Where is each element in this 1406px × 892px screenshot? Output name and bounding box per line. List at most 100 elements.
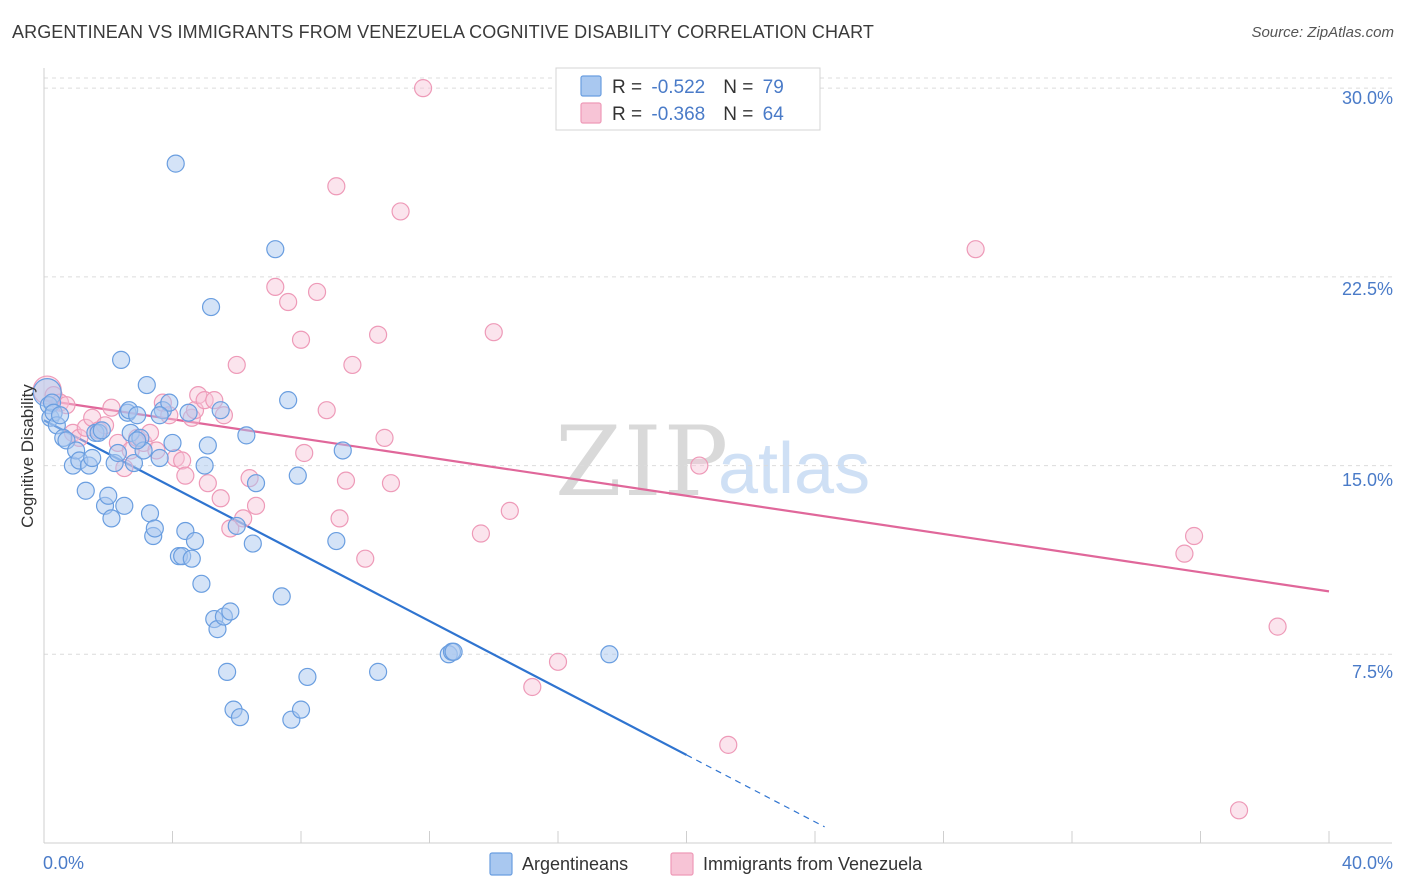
point-argentineans-76 bbox=[600, 645, 619, 664]
point-argentineans-49 bbox=[198, 436, 217, 455]
series-venezuela-points bbox=[32, 79, 1287, 820]
point-argentineans-67 bbox=[288, 466, 307, 485]
trend-line-argentineans-extension bbox=[686, 754, 825, 828]
point-venezuela-22 bbox=[176, 466, 195, 485]
point-argentineans-58 bbox=[227, 516, 246, 536]
point-venezuela-42 bbox=[327, 177, 346, 196]
point-venezuela-54 bbox=[500, 501, 519, 520]
point-argentineans-71 bbox=[333, 441, 352, 460]
point-venezuela-46 bbox=[356, 549, 375, 568]
bottom-legend-swatch-venezuela bbox=[670, 852, 694, 876]
point-argentineans-19 bbox=[99, 486, 118, 505]
axes bbox=[43, 68, 1392, 844]
point-argentineans-12 bbox=[76, 481, 95, 500]
bottom-legend-label-venezuela: Immigrants from Venezuela bbox=[703, 854, 923, 874]
point-argentineans-39 bbox=[163, 433, 182, 453]
point-argentineans-48 bbox=[195, 456, 214, 475]
point-venezuela-63 bbox=[1268, 617, 1287, 636]
point-argentineans-75 bbox=[444, 642, 463, 661]
y-tick-label-30: 30.0% bbox=[1342, 88, 1393, 108]
legend-row1-n-value: 79 bbox=[763, 77, 784, 98]
point-argentineans-36 bbox=[150, 448, 169, 468]
point-venezuela-62 bbox=[1229, 801, 1249, 820]
gridlines bbox=[44, 77, 1392, 655]
point-argentineans-28 bbox=[124, 453, 144, 473]
point-argentineans-38 bbox=[160, 393, 179, 412]
point-argentineans-32 bbox=[137, 375, 156, 395]
point-argentineans-24 bbox=[115, 496, 134, 515]
point-venezuela-32 bbox=[227, 355, 246, 375]
point-venezuela-37 bbox=[279, 292, 298, 312]
point-venezuela-39 bbox=[295, 443, 314, 463]
point-venezuela-45 bbox=[343, 355, 362, 375]
legend-row1-n-label: N = bbox=[723, 77, 758, 98]
legend-row2-r-label: R = bbox=[612, 104, 647, 125]
legend-row1-text: R = -0.522 N = 79 bbox=[612, 77, 784, 98]
point-venezuela-47 bbox=[369, 325, 388, 344]
point-argentineans-55 bbox=[218, 662, 237, 681]
point-argentineans-64 bbox=[272, 587, 291, 606]
point-argentineans-70 bbox=[327, 531, 346, 551]
point-venezuela-58 bbox=[719, 735, 738, 754]
bottom-legend-swatch-argentineans bbox=[489, 852, 513, 876]
point-venezuela-61 bbox=[1184, 526, 1204, 546]
x-tick-label-min: 0.0% bbox=[43, 853, 84, 873]
y-axis-label: Cognitive Disability bbox=[18, 384, 37, 528]
point-argentineans-14 bbox=[83, 448, 102, 468]
point-argentineans-63 bbox=[266, 240, 285, 259]
legend-swatch-venezuela bbox=[580, 102, 602, 124]
point-venezuela-55 bbox=[523, 677, 542, 697]
point-venezuela-35 bbox=[246, 496, 266, 515]
point-venezuela-57 bbox=[690, 456, 709, 475]
point-argentineans-60 bbox=[237, 426, 256, 445]
point-venezuela-51 bbox=[413, 79, 433, 98]
legend-row2-n-label: N = bbox=[723, 104, 758, 125]
point-argentineans-40 bbox=[166, 154, 185, 173]
point-venezuela-43 bbox=[330, 509, 349, 528]
point-argentineans-78 bbox=[128, 431, 147, 450]
point-argentineans-45 bbox=[182, 549, 201, 568]
point-argentineans-50 bbox=[201, 297, 221, 317]
point-venezuela-44 bbox=[336, 471, 356, 490]
point-argentineans-53 bbox=[211, 401, 230, 420]
point-venezuela-49 bbox=[381, 474, 401, 493]
x-tick-label-max: 40.0% bbox=[1342, 853, 1393, 873]
point-argentineans-33 bbox=[140, 504, 160, 523]
point-argentineans-59 bbox=[230, 708, 250, 727]
point-venezuela-48 bbox=[375, 428, 394, 447]
watermark-zip: ZIP bbox=[555, 406, 730, 518]
trend-lines bbox=[43, 399, 1330, 828]
trend-line-argentineans bbox=[43, 419, 688, 756]
point-venezuela-59 bbox=[966, 240, 985, 259]
point-argentineans-47 bbox=[192, 574, 211, 593]
point-argentineans-77 bbox=[150, 406, 169, 425]
bottom-legend-label-argentineans: Argentineans bbox=[522, 854, 628, 874]
point-argentineans-69 bbox=[298, 667, 317, 687]
point-argentineans-22 bbox=[108, 443, 127, 463]
y-tick-label-22-5: 22.5% bbox=[1342, 279, 1393, 299]
chart-title: ARGENTINEAN VS IMMIGRANTS FROM VENEZUELA… bbox=[12, 22, 875, 42]
point-argentineans-65 bbox=[279, 391, 298, 410]
point-argentineans-17 bbox=[92, 421, 111, 440]
point-venezuela-21 bbox=[173, 451, 192, 470]
point-argentineans-29 bbox=[128, 406, 147, 425]
point-venezuela-27 bbox=[198, 474, 217, 493]
legend-row2-n-value: 64 bbox=[763, 104, 785, 125]
point-argentineans-23 bbox=[111, 350, 131, 369]
point-venezuela-29 bbox=[211, 489, 230, 508]
point-venezuela-38 bbox=[291, 330, 311, 349]
point-venezuela-56 bbox=[548, 652, 568, 671]
point-argentineans-62 bbox=[246, 474, 266, 493]
y-tick-label-15: 15.0% bbox=[1342, 470, 1393, 490]
point-argentineans-46 bbox=[185, 531, 205, 551]
legend-swatch-argentineans bbox=[580, 75, 602, 97]
point-argentineans-61 bbox=[243, 534, 262, 553]
series-argentineans-points bbox=[32, 154, 619, 729]
legend-box: R = -0.522 N = 79 R = -0.368 N = 64 bbox=[555, 67, 821, 131]
legend-row2-r-value: -0.368 bbox=[651, 104, 705, 125]
point-argentineans-72 bbox=[369, 662, 388, 681]
point-venezuela-50 bbox=[391, 202, 410, 221]
point-argentineans-56 bbox=[221, 602, 240, 621]
point-argentineans-68 bbox=[291, 700, 311, 719]
